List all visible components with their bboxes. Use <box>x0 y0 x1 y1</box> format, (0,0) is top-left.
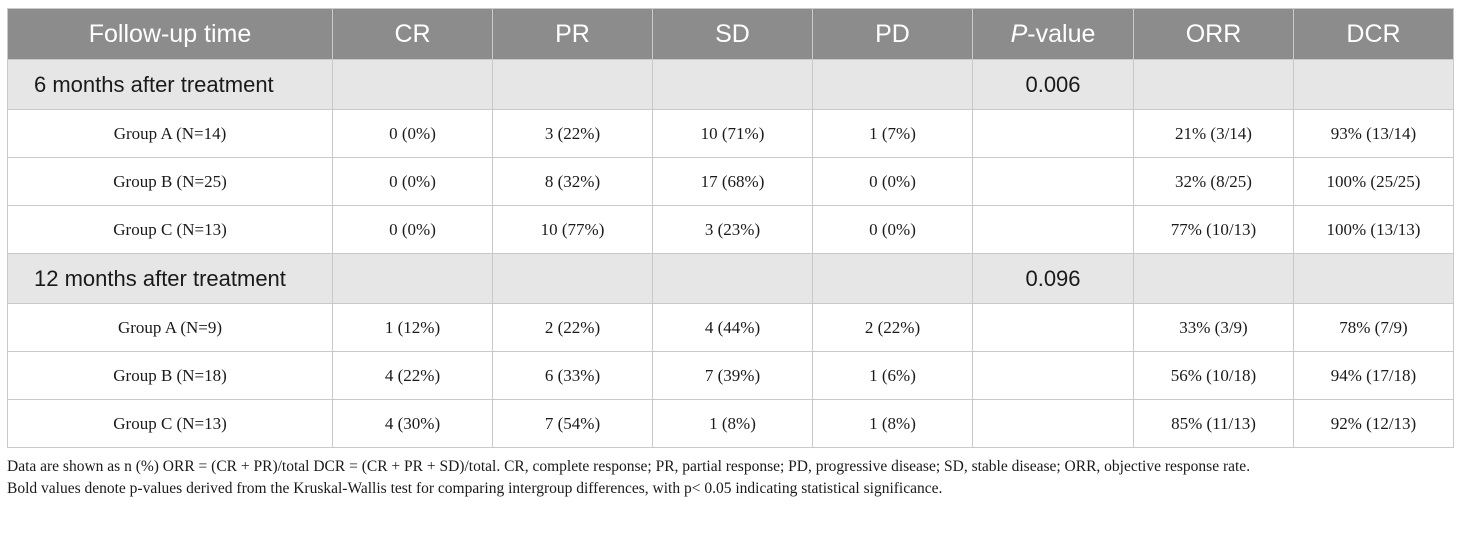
pr-cell: 10 (77%) <box>492 205 653 254</box>
header-pd: PD <box>812 8 973 60</box>
cr-cell: 4 (22%) <box>332 351 493 400</box>
table-row: Group A (N=14) 0 (0%) 3 (22%) 10 (71%) 1… <box>7 109 1454 158</box>
group-label: Group C (N=13) <box>7 399 333 448</box>
table-row: Group B (N=18) 4 (22%) 6 (33%) 7 (39%) 1… <box>7 351 1454 400</box>
group-label: Group B (N=25) <box>7 157 333 206</box>
header-p-value: P-value <box>972 8 1134 60</box>
header-p-suffix: -value <box>1027 19 1096 48</box>
dcr-cell: 92% (12/13) <box>1293 399 1454 448</box>
pr-cell: 3 (22%) <box>492 109 653 158</box>
group-label: Group A (N=14) <box>7 109 333 158</box>
pd-cell: 1 (8%) <box>812 399 973 448</box>
section-cell <box>332 59 493 110</box>
orr-cell: 32% (8/25) <box>1133 157 1294 206</box>
cr-cell: 4 (30%) <box>332 399 493 448</box>
section-cell <box>1133 253 1294 304</box>
header-row: Follow-up time CR PR SD PD P-value ORR D… <box>7 8 1454 60</box>
orr-cell: 77% (10/13) <box>1133 205 1294 254</box>
section-cell <box>492 253 653 304</box>
table-row: Group C (N=13) 0 (0%) 10 (77%) 3 (23%) 0… <box>7 205 1454 254</box>
p-cell <box>972 399 1134 448</box>
pr-cell: 7 (54%) <box>492 399 653 448</box>
section-cell <box>812 253 973 304</box>
pd-cell: 0 (0%) <box>812 157 973 206</box>
p-cell <box>972 205 1134 254</box>
cr-cell: 0 (0%) <box>332 205 493 254</box>
section-label: 6 months after treatment <box>7 59 333 110</box>
p-cell <box>972 351 1134 400</box>
orr-cell: 21% (3/14) <box>1133 109 1294 158</box>
pd-cell: 0 (0%) <box>812 205 973 254</box>
section-row-6-months: 6 months after treatment 0.006 <box>7 59 1454 110</box>
cr-cell: 1 (12%) <box>332 303 493 352</box>
section-p-value: 0.096 <box>972 253 1134 304</box>
section-cell <box>332 253 493 304</box>
orr-cell: 33% (3/9) <box>1133 303 1294 352</box>
table-row: Group B (N=25) 0 (0%) 8 (32%) 17 (68%) 0… <box>7 157 1454 206</box>
header-pr: PR <box>492 8 653 60</box>
group-label: Group B (N=18) <box>7 351 333 400</box>
pd-cell: 1 (7%) <box>812 109 973 158</box>
group-label: Group C (N=13) <box>7 205 333 254</box>
cr-cell: 0 (0%) <box>332 157 493 206</box>
section-cell <box>1133 59 1294 110</box>
p-cell <box>972 157 1134 206</box>
results-table: Follow-up time CR PR SD PD P-value ORR D… <box>7 8 1454 448</box>
table-row: Group A (N=9) 1 (12%) 2 (22%) 4 (44%) 2 … <box>7 303 1454 352</box>
section-cell <box>1293 59 1454 110</box>
table-footnotes: Data are shown as n (%) ORR = (CR + PR)/… <box>7 456 1453 500</box>
section-cell <box>652 59 813 110</box>
footnote-significance: Bold values denote p-values derived from… <box>7 480 943 497</box>
dcr-cell: 100% (13/13) <box>1293 205 1454 254</box>
sd-cell: 10 (71%) <box>652 109 813 158</box>
orr-cell: 56% (10/18) <box>1133 351 1294 400</box>
orr-cell: 85% (11/13) <box>1133 399 1294 448</box>
footnote-definitions: Data are shown as n (%) ORR = (CR + PR)/… <box>7 458 1251 475</box>
p-cell <box>972 303 1134 352</box>
pd-cell: 1 (6%) <box>812 351 973 400</box>
pr-cell: 6 (33%) <box>492 351 653 400</box>
section-cell <box>492 59 653 110</box>
table-row: Group C (N=13) 4 (30%) 7 (54%) 1 (8%) 1 … <box>7 399 1454 448</box>
sd-cell: 17 (68%) <box>652 157 813 206</box>
header-cr: CR <box>332 8 493 60</box>
pr-cell: 2 (22%) <box>492 303 653 352</box>
section-cell <box>652 253 813 304</box>
dcr-cell: 100% (25/25) <box>1293 157 1454 206</box>
group-label: Group A (N=9) <box>7 303 333 352</box>
dcr-cell: 93% (13/14) <box>1293 109 1454 158</box>
header-orr: ORR <box>1133 8 1294 60</box>
sd-cell: 1 (8%) <box>652 399 813 448</box>
section-p-value: 0.006 <box>972 59 1134 110</box>
pd-cell: 2 (22%) <box>812 303 973 352</box>
section-label: 12 months after treatment <box>7 253 333 304</box>
header-dcr: DCR <box>1293 8 1454 60</box>
header-follow-up-time: Follow-up time <box>7 8 333 60</box>
dcr-cell: 78% (7/9) <box>1293 303 1454 352</box>
sd-cell: 7 (39%) <box>652 351 813 400</box>
cr-cell: 0 (0%) <box>332 109 493 158</box>
dcr-cell: 94% (17/18) <box>1293 351 1454 400</box>
header-sd: SD <box>652 8 813 60</box>
section-cell <box>1293 253 1454 304</box>
sd-cell: 3 (23%) <box>652 205 813 254</box>
header-p-italic: P <box>1010 19 1028 48</box>
section-cell <box>812 59 973 110</box>
sd-cell: 4 (44%) <box>652 303 813 352</box>
section-row-12-months: 12 months after treatment 0.096 <box>7 253 1454 304</box>
pr-cell: 8 (32%) <box>492 157 653 206</box>
p-cell <box>972 109 1134 158</box>
